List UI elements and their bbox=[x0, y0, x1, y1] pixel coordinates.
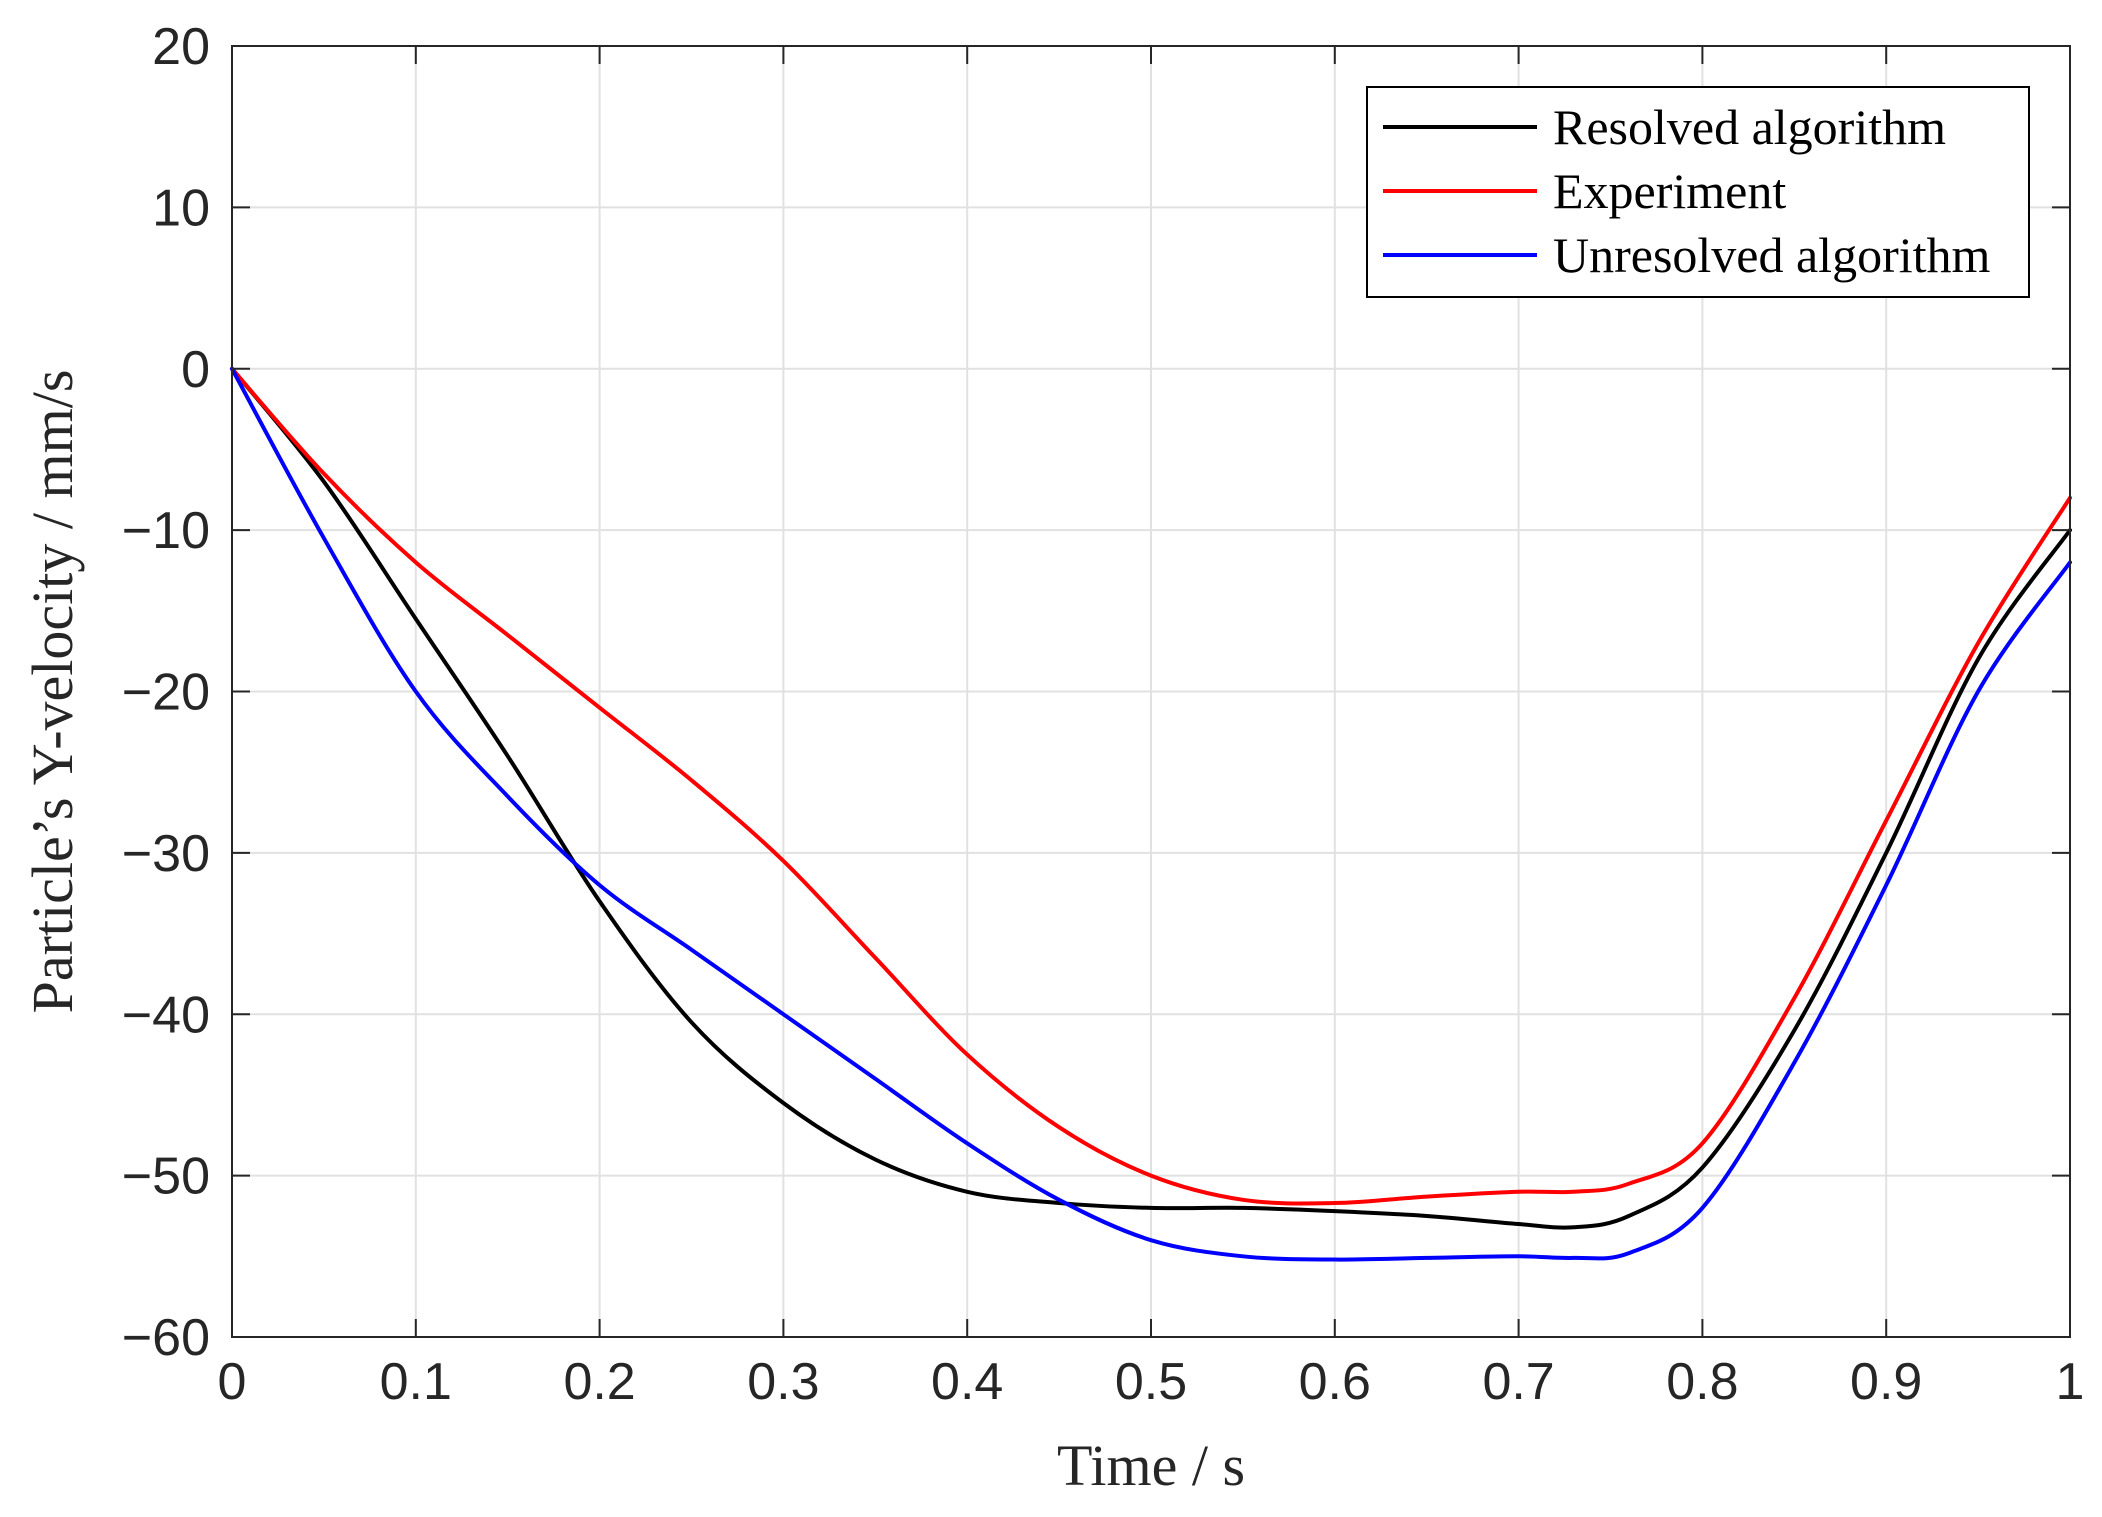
series-lines bbox=[230, 366, 2072, 1262]
y-axis-title: Particle’s Y-velocity / mm/s bbox=[20, 370, 85, 1014]
x-tick-label: 0.6 bbox=[1299, 1353, 1371, 1411]
x-tick-label: 0.9 bbox=[1850, 1353, 1922, 1411]
legend: Resolved algorithm Experiment Unresolved a… bbox=[1366, 86, 2030, 298]
axis-ticks: 0 0.1 0.2 0.3 0.4 0.5 0.6 0.7 0.8 0.9 1 20 10 0 −10 −20… bbox=[122, 18, 2085, 1411]
y-tick-label: −60 bbox=[122, 1309, 210, 1367]
series-line-resolved-algorithm bbox=[230, 366, 2072, 1230]
y-tick-label: −50 bbox=[122, 1148, 210, 1206]
x-tick-label: 0.2 bbox=[563, 1353, 635, 1411]
x-tick-label: 0.7 bbox=[1482, 1353, 1554, 1411]
x-tick-label: 0.5 bbox=[1115, 1353, 1187, 1411]
y-tick-label: −30 bbox=[122, 825, 210, 883]
series-line-unresolved-algorithm bbox=[230, 366, 2072, 1262]
x-tick-label: 1 bbox=[2056, 1353, 2085, 1411]
x-tick-label: 0.1 bbox=[380, 1353, 452, 1411]
x-axis-title: Time / s bbox=[1057, 1433, 1245, 1498]
y-tick-label: −20 bbox=[122, 664, 210, 722]
x-tick-label: 0.3 bbox=[747, 1353, 819, 1411]
x-tick-label: 0 bbox=[218, 1353, 247, 1411]
x-tick-label: 0.8 bbox=[1666, 1353, 1738, 1411]
y-tick-label: 0 bbox=[181, 341, 210, 399]
y-tick-label: 20 bbox=[152, 18, 210, 76]
y-tick-label: −10 bbox=[122, 502, 210, 560]
y-tick-label: 10 bbox=[152, 179, 210, 237]
series-line-experiment bbox=[230, 366, 2072, 1206]
x-tick-label: 0.4 bbox=[931, 1353, 1003, 1411]
y-tick-label: −40 bbox=[122, 986, 210, 1044]
legend-label-experiment: Experiment bbox=[1553, 163, 1786, 219]
legend-label-resolved-algorithm: Resolved algorithm bbox=[1553, 99, 1946, 155]
legend-label-unresolved-algorithm: Unresolved algorithm bbox=[1553, 227, 1991, 283]
